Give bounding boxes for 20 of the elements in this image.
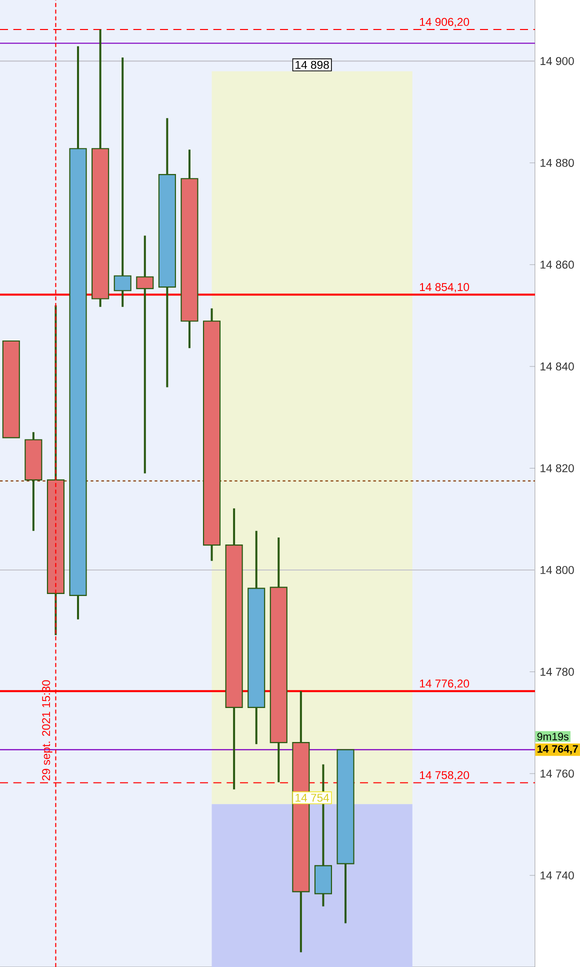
y-tick-label: 14 800 (540, 566, 574, 574)
ref-line-label: 14 776,20 (420, 680, 470, 689)
text: 9m19s (537, 732, 568, 740)
ref-line-label: 14 854,10 (420, 283, 470, 292)
y-tick-label: 14 900 (540, 57, 574, 66)
y-tick-label: 14 840 (540, 362, 574, 370)
y-tick-label: 14 880 (540, 158, 574, 167)
ref-line-label: 14 906,20 (420, 18, 470, 28)
ref-line-label: 14 758,20 (420, 771, 470, 780)
annotation: 14 754 (296, 794, 330, 802)
annotation: 14 898 (296, 60, 329, 69)
annotation: 29 sept. 2021 15:30 (42, 680, 52, 780)
y-tick-label: 14 860 (540, 260, 574, 269)
candlestick (136, 234, 154, 474)
y-tick-label: 14 820 (540, 464, 574, 472)
text: 14 764,7 (538, 745, 578, 754)
y-tick-label: 14 760 (540, 770, 574, 778)
candlestick (114, 56, 132, 308)
y-tick-label: 14 740 (540, 871, 574, 880)
y-tick-label: 14 780 (540, 668, 574, 676)
